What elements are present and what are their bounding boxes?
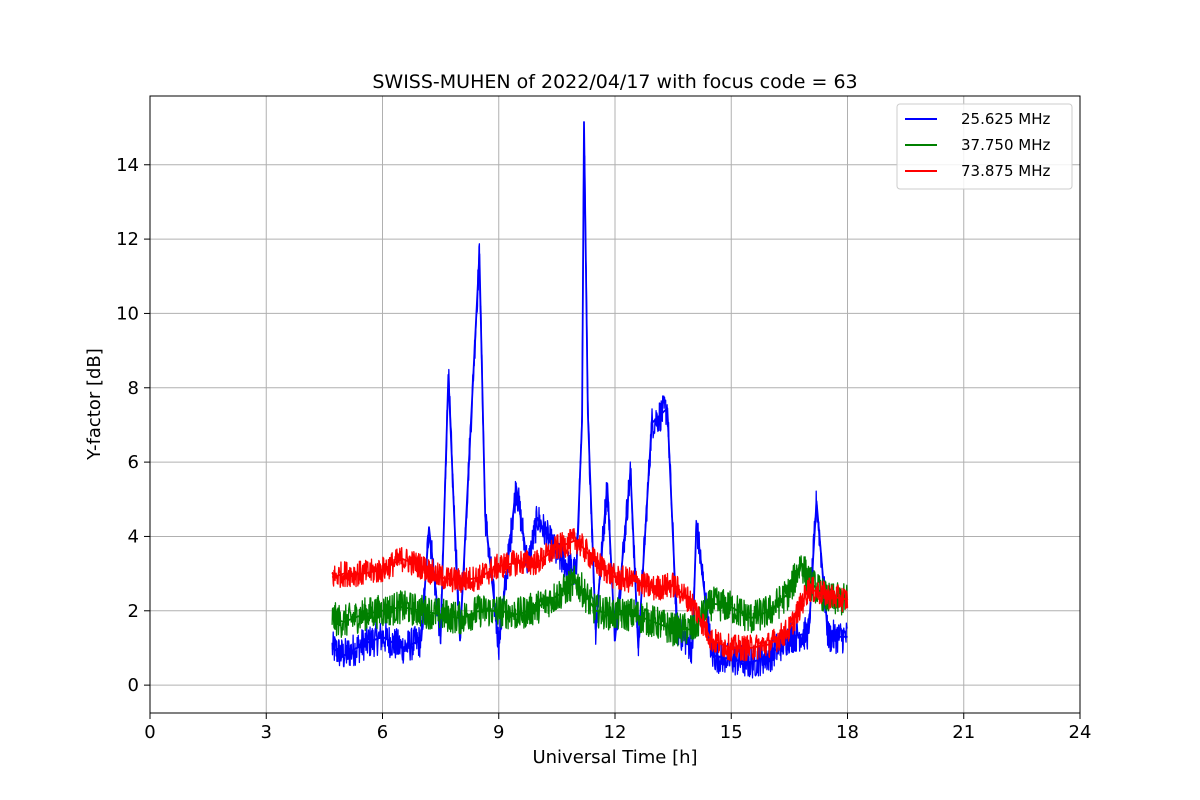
legend-label-1: 25.625 MHz bbox=[961, 110, 1050, 128]
chart-title: SWISS-MUHEN of 2022/04/17 with focus cod… bbox=[372, 71, 857, 93]
series-peaks-2 bbox=[331, 561, 848, 631]
legend-box bbox=[896, 103, 1073, 190]
x-tick-label: 24 bbox=[1069, 722, 1092, 743]
legend: 25.625 MHz 37.750 MHz 73.875 MHz bbox=[896, 103, 1073, 190]
series-group bbox=[331, 121, 849, 679]
x-tick-label: 12 bbox=[604, 722, 627, 743]
y-axis-title: Y-factor [dB] bbox=[84, 348, 105, 461]
x-tick-label: 6 bbox=[377, 722, 388, 743]
y-tick-label: 8 bbox=[128, 378, 139, 399]
x-tick-label: 9 bbox=[493, 722, 504, 743]
y-tick-label: 6 bbox=[128, 452, 139, 473]
series-line-3 bbox=[331, 528, 849, 662]
series-line-2 bbox=[331, 555, 849, 647]
x-axis-title: Universal Time [h] bbox=[532, 747, 697, 768]
y-tick-label: 12 bbox=[116, 229, 139, 250]
y-tick-label: 4 bbox=[128, 526, 139, 547]
x-tick-label: 3 bbox=[261, 722, 272, 743]
x-tick-label: 0 bbox=[144, 722, 155, 743]
legend-label-3: 73.875 MHz bbox=[961, 162, 1050, 180]
y-tick-label: 2 bbox=[128, 601, 139, 622]
y-tick-label: 14 bbox=[116, 155, 139, 176]
y-tick-label: 10 bbox=[116, 303, 139, 324]
x-tick-label: 15 bbox=[720, 722, 743, 743]
x-tick-label: 18 bbox=[836, 722, 859, 743]
x-tick-label: 21 bbox=[952, 722, 975, 743]
y-tick-label: 0 bbox=[128, 675, 139, 696]
series-peaks-3 bbox=[331, 539, 848, 649]
legend-label-2: 37.750 MHz bbox=[961, 136, 1050, 154]
